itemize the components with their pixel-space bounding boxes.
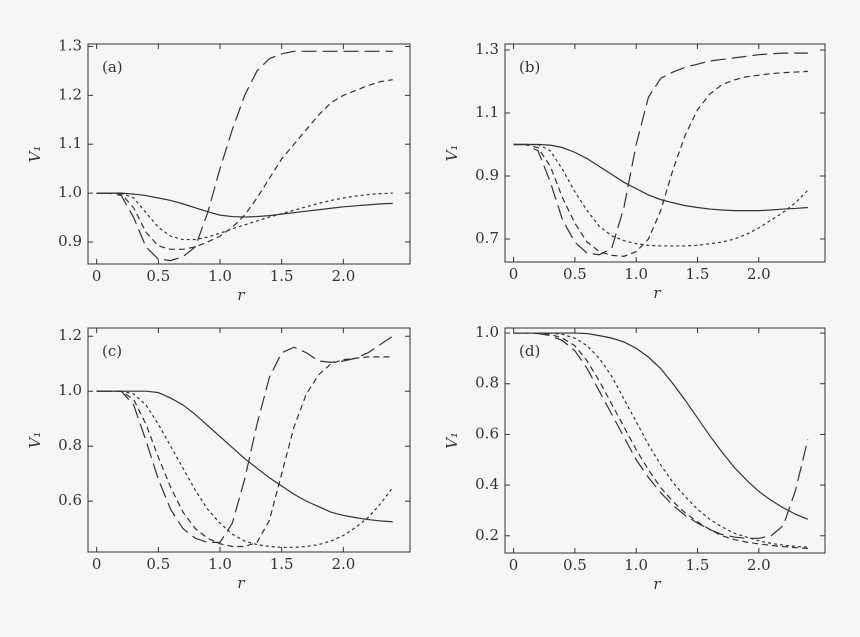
- x-tick-label: 0.5: [146, 267, 170, 285]
- x-tick-label: 1.0: [624, 265, 648, 283]
- panel: 0 0.5 1.0 1.5 2.0 0.7 0.9 1.1 1.3 r V₁ (b): [443, 40, 826, 302]
- line-series: [96, 50, 393, 262]
- x-tick-label: 0: [509, 265, 519, 283]
- plot-frame: [87, 327, 411, 553]
- line-series: [513, 143, 808, 212]
- line-series: [513, 332, 808, 548]
- panel: 0 0.5 1.0 1.5 2.0 0.6 0.8 1.0 1.2 r V₁ (c): [26, 326, 411, 592]
- panel: 0 0.5 1.0 1.5 2.0 0.2 0.4 0.6 0.8 1.0 r V₁ (d): [443, 323, 826, 593]
- x-axis-label: r: [653, 284, 661, 302]
- y-tick-label: 1.3: [58, 36, 82, 54]
- x-tick-label: 1.5: [270, 267, 294, 285]
- line-series: [96, 192, 393, 241]
- x-axis-label: r: [653, 575, 661, 593]
- y-tick-label: 0.8: [475, 374, 499, 392]
- y-tick-label: 0.6: [475, 424, 499, 442]
- line-series: [96, 390, 393, 523]
- line-series: [513, 143, 809, 247]
- panel: 0 0.5 1.0 1.5 2.0 0.9 1.0 1.1 1.2 1.3 r V₁ (a): [26, 36, 411, 304]
- x-tick-label: 0: [92, 555, 102, 573]
- line-series: [513, 70, 808, 257]
- line-series: [96, 356, 393, 548]
- y-tick-label: 0.6: [58, 491, 82, 509]
- y-tick-label: 1.1: [58, 134, 82, 152]
- line-series: [96, 192, 393, 218]
- y-tick-label: 0.4: [475, 475, 499, 493]
- y-axis-label: V₁: [26, 432, 44, 449]
- x-tick-label: 2.0: [331, 555, 355, 573]
- y-tick-label: 0.7: [475, 229, 499, 247]
- y-tick-label: 1.1: [475, 103, 499, 121]
- x-tick-label: 0: [509, 556, 519, 574]
- panel-label: (c): [102, 342, 122, 360]
- panel-label: (a): [102, 58, 123, 76]
- x-tick-label: 1.5: [686, 265, 710, 283]
- plot-frame: [504, 43, 826, 263]
- x-axis-label: r: [237, 574, 245, 592]
- x-tick-label: 1.0: [208, 555, 232, 573]
- x-tick-label: 2.0: [747, 265, 771, 283]
- y-tick-label: 1.2: [58, 326, 82, 344]
- x-tick-label: 0.5: [146, 555, 170, 573]
- x-tick-label: 1.0: [624, 556, 648, 574]
- line-series: [513, 332, 809, 520]
- y-tick-label: 0.9: [475, 166, 499, 184]
- y-tick-label: 1.0: [58, 183, 82, 201]
- x-tick-label: 0.5: [563, 556, 587, 574]
- line-series: [96, 335, 394, 543]
- plot-frame: [504, 327, 826, 554]
- line-series: [96, 390, 394, 548]
- x-tick-label: 2.0: [331, 267, 355, 285]
- y-axis-label: V₁: [26, 146, 44, 163]
- line-series: [96, 79, 393, 250]
- panel-label: (d): [519, 342, 540, 360]
- y-tick-label: 0.8: [58, 436, 82, 454]
- x-tick-label: 1.0: [208, 267, 232, 285]
- x-tick-label: 1.5: [270, 555, 294, 573]
- x-tick-label: 2.0: [747, 556, 771, 574]
- y-tick-label: 0.9: [58, 232, 82, 250]
- plot-frame: [87, 43, 411, 265]
- y-tick-label: 1.3: [475, 40, 499, 58]
- x-tick-label: 1.5: [686, 556, 710, 574]
- y-tick-label: 0.2: [475, 526, 499, 544]
- line-series: [513, 332, 808, 550]
- panel-label: (b): [519, 58, 540, 76]
- x-tick-label: 0: [92, 267, 102, 285]
- y-axis-label: V₁: [443, 432, 461, 449]
- line-series: [513, 52, 808, 256]
- y-axis-label: V₁: [443, 145, 461, 162]
- x-tick-label: 0.5: [563, 265, 587, 283]
- y-tick-label: 1.0: [58, 381, 82, 399]
- line-series: [513, 332, 809, 539]
- x-axis-label: r: [237, 286, 245, 304]
- y-tick-label: 1.2: [58, 85, 82, 103]
- y-tick-label: 1.0: [475, 323, 499, 341]
